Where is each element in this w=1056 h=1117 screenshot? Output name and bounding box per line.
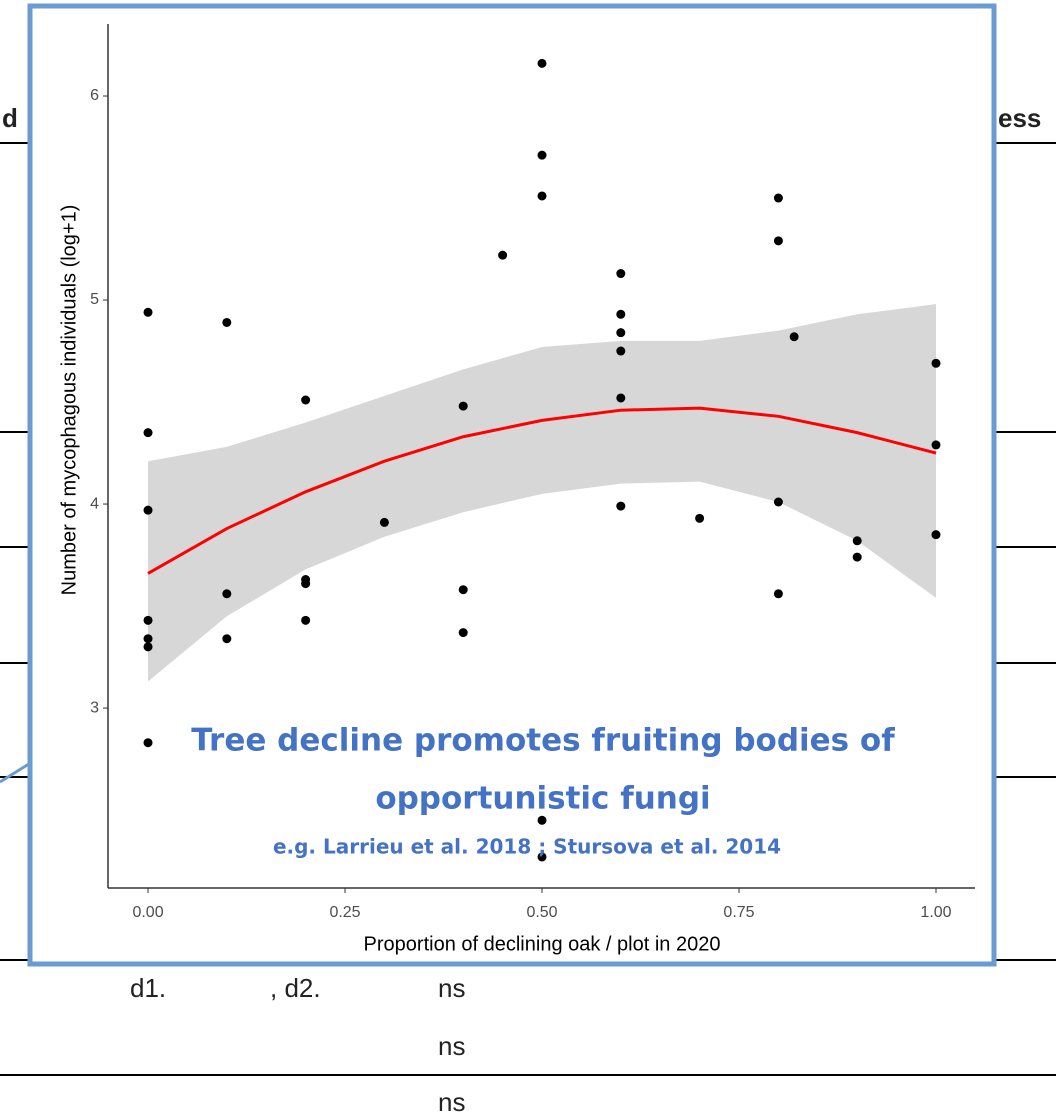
x-tick-label: 0.25 bbox=[329, 904, 360, 921]
y-tick-label: 4 bbox=[90, 495, 99, 512]
annotation: Tree decline promotes fruiting bodies of bbox=[191, 723, 895, 759]
callout-line bbox=[0, 760, 33, 784]
point bbox=[616, 501, 626, 511]
point bbox=[143, 738, 153, 748]
point bbox=[379, 517, 389, 527]
slide-text: ns bbox=[438, 1031, 465, 1061]
point bbox=[537, 815, 547, 825]
reference: e.g. Larrieu et al. 2018 ; Stursova et a… bbox=[273, 835, 781, 859]
point bbox=[852, 552, 862, 562]
point bbox=[931, 440, 941, 450]
point bbox=[616, 346, 626, 356]
point bbox=[222, 317, 232, 327]
point bbox=[695, 513, 705, 523]
point bbox=[143, 505, 153, 515]
y-tick-label: 5 bbox=[90, 291, 99, 308]
point bbox=[458, 585, 468, 595]
point bbox=[222, 589, 232, 599]
point bbox=[616, 393, 626, 403]
point bbox=[931, 530, 941, 540]
point bbox=[143, 642, 153, 652]
point bbox=[852, 536, 862, 546]
point bbox=[789, 332, 799, 342]
x-tick-label: 0.00 bbox=[132, 904, 163, 921]
point bbox=[616, 269, 626, 279]
point bbox=[773, 236, 783, 246]
point bbox=[301, 579, 311, 589]
slide-text: d bbox=[2, 103, 18, 133]
y-tick-label: 6 bbox=[90, 87, 99, 104]
slide-text: d1. bbox=[130, 973, 166, 1003]
confidence-band bbox=[148, 304, 936, 682]
y-tick-label: 3 bbox=[90, 699, 99, 716]
point bbox=[458, 401, 468, 411]
annotation: opportunistic fungi bbox=[375, 781, 710, 817]
x-axis-title: Proportion of declining oak / plot in 20… bbox=[364, 933, 721, 955]
point bbox=[537, 150, 547, 160]
point bbox=[143, 307, 153, 317]
y-axis-title: Number of mycophagous individuals (log+1… bbox=[58, 205, 80, 596]
fit-line bbox=[147, 406, 937, 575]
x-tick-label: 0.75 bbox=[723, 904, 754, 921]
point bbox=[931, 358, 941, 368]
point bbox=[143, 634, 153, 644]
x-tick-label: 1.00 bbox=[920, 904, 951, 921]
point bbox=[222, 634, 232, 644]
slide-text: ns bbox=[438, 1087, 465, 1117]
point bbox=[458, 628, 468, 638]
slide-text: , d2. bbox=[270, 973, 321, 1003]
point bbox=[773, 589, 783, 599]
point bbox=[616, 328, 626, 338]
point bbox=[537, 58, 547, 68]
point bbox=[773, 193, 783, 203]
slide-text: ns bbox=[438, 973, 465, 1003]
point bbox=[143, 428, 153, 438]
point bbox=[301, 615, 311, 625]
slide-text: ess bbox=[998, 103, 1041, 133]
point bbox=[143, 615, 153, 625]
point bbox=[537, 191, 547, 201]
point bbox=[616, 309, 626, 319]
point bbox=[537, 852, 547, 862]
x-tick-label: 0.50 bbox=[526, 904, 557, 921]
point bbox=[498, 250, 508, 260]
point bbox=[301, 395, 311, 405]
chart: 3 4 5 6 0.00 0.25 0.50 0.75 1.00 bbox=[90, 24, 975, 921]
point bbox=[773, 497, 783, 507]
